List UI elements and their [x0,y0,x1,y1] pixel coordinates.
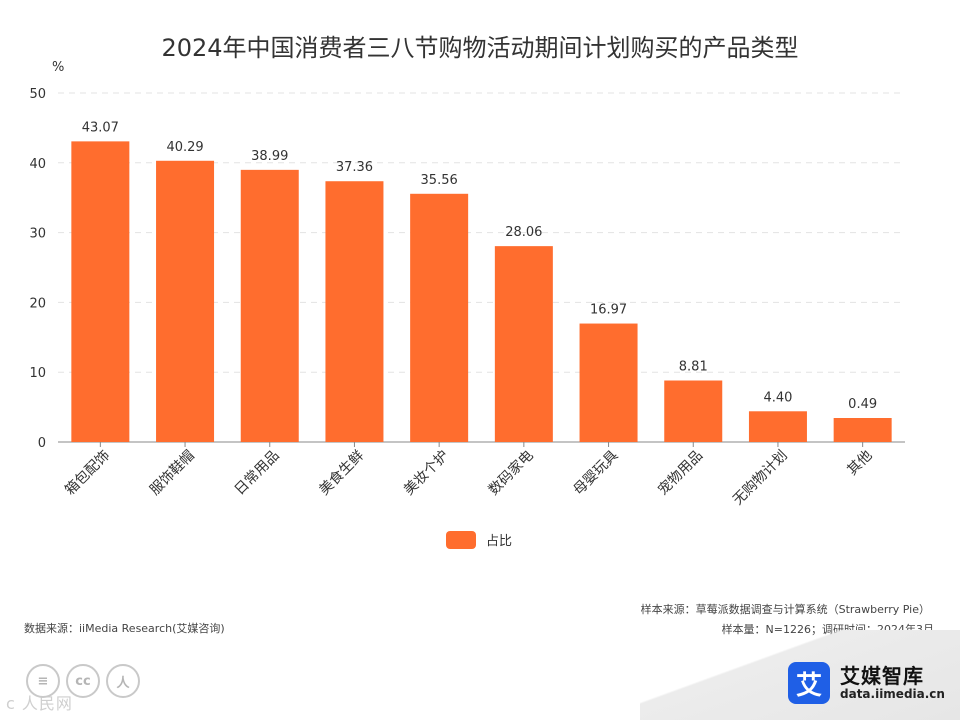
bar[interactable] [325,181,384,442]
bar[interactable] [410,193,469,442]
creative-commons-icon: cc [66,664,100,698]
x-tick-label: 其他 [844,448,875,479]
brand-logo[interactable]: 艾 艾媒智库 data.iimedia.cn [788,662,945,704]
x-tick-label: 母婴玩具 [570,448,621,499]
y-tick-label: 20 [29,296,46,311]
x-tick-label: 美食生鲜 [316,447,368,499]
brand-text: 艾媒智库 data.iimedia.cn [840,663,945,702]
bar[interactable] [494,246,553,442]
bar[interactable] [748,411,807,442]
license-equals-icon: ≡ [26,664,60,698]
data-label: 28.06 [505,225,542,240]
bar[interactable] [71,141,130,442]
x-tick-label: 日常用品 [232,448,283,499]
bar[interactable] [579,323,638,442]
legend-swatch [446,530,476,549]
sample-source-note: 样本来源：草莓派数据调查与计算系统（Strawberry Pie） [640,603,930,616]
brand-mark-icon: 艾 [788,662,830,704]
bar[interactable] [833,418,892,442]
data-label: 43.07 [82,120,119,135]
y-tick-label: 50 [29,87,46,102]
legend-label: 占比 [486,534,513,549]
x-tick-label: 箱包配饰 [62,448,113,499]
brand-url: data.iimedia.cn [840,686,945,701]
x-tick-label: 无购物计划 [730,448,791,509]
legend[interactable]: 占比 [446,530,512,549]
data-label: 4.40 [763,390,792,405]
x-tick-label: 宠物用品 [655,448,706,499]
bar[interactable] [240,169,299,442]
data-source-note: 数据来源：iiMedia Research(艾媒咨询) [24,622,225,635]
y-tick-label: 10 [29,366,46,381]
data-label: 37.36 [336,160,373,175]
bar[interactable] [156,160,215,442]
data-label: 38.99 [251,149,288,164]
y-axis-unit: % [52,60,64,75]
license-icons: ≡ cc 人 [26,664,140,698]
data-label: 8.81 [679,360,708,375]
data-label: 40.29 [166,140,203,155]
y-tick-label: 30 [29,227,46,242]
brand-name: 艾媒智库 [840,663,924,688]
license-watermark: c 人民网 [6,694,73,713]
data-label: 35.56 [421,173,458,188]
y-tick-label: 0 [38,436,46,451]
data-label: 16.97 [590,303,627,318]
x-tick-label: 数码家电 [485,447,537,499]
bar[interactable] [664,380,723,442]
attribution-person-icon: 人 [106,664,140,698]
x-tick-label: 服饰鞋帽 [147,448,198,499]
data-label: 0.49 [848,397,877,412]
x-tick-label: 美妆个护 [401,448,452,499]
chart-title: 2024年中国消费者三八节购物活动期间计划购买的产品类型 [161,34,799,62]
y-tick-label: 40 [29,157,46,172]
